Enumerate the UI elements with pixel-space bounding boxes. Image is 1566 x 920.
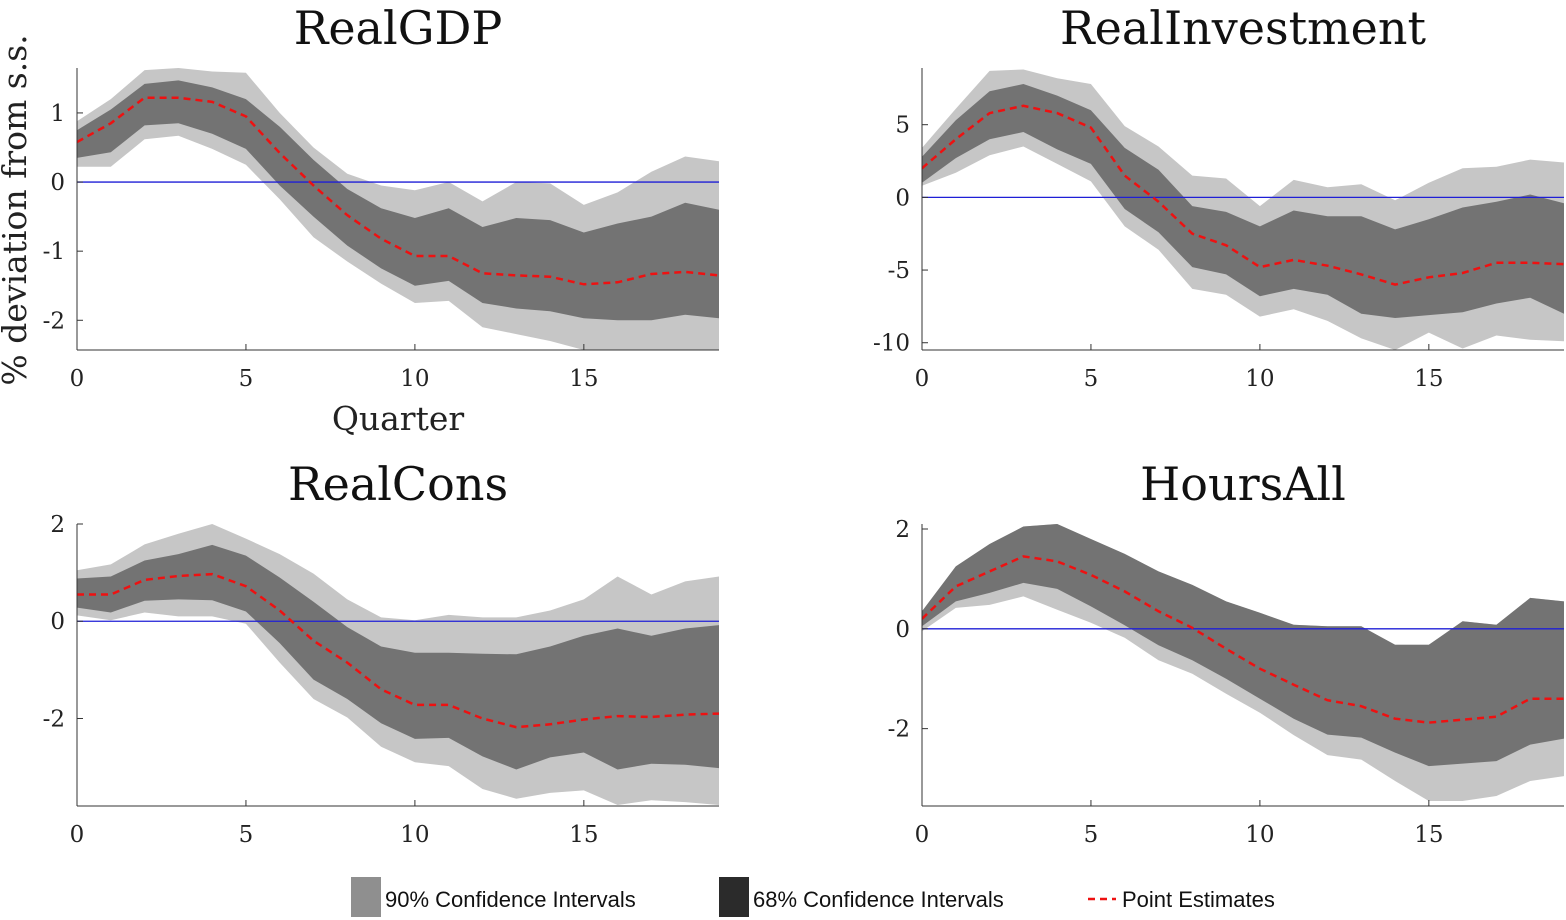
y-tick-label: 0 [50,609,65,635]
x-tick-label: 5 [239,366,254,392]
x-tick-label: 10 [1245,366,1274,392]
y-axis-label: % deviation from s.s. [0,34,34,385]
panel-title: RealGDP [294,1,503,55]
x-tick-label: 0 [915,822,930,848]
y-tick-label: 2 [50,512,65,538]
x-tick-label: 10 [400,366,429,392]
y-tick-label: -2 [888,717,910,743]
x-tick-label: 15 [1414,366,1443,392]
panel-realinvestment: 0 5 10 15 -10 -5 0 5 RealInvestment [873,1,1564,392]
panel-realgdp: 0 5 10 15 -2 -1 0 1 RealGDP [43,1,719,392]
point-estimate-line [922,104,1564,286]
band-68 [77,544,719,770]
point-estimate-line [77,96,719,286]
panel-realcons: 0 5 10 15 -2 0 2 RealCons [43,457,719,848]
y-tick-label: -10 [873,331,910,357]
y-tick-label: 1 [50,101,65,127]
y-tick-label: 0 [895,617,910,643]
legend: 90% Confidence Intervals 68% Confidence … [351,877,1275,917]
plot-area [922,69,1564,350]
x-tick-label: 10 [400,822,429,848]
x-tick-label: 10 [1245,822,1274,848]
x-tick-label: 5 [239,822,254,848]
y-tick-label: 0 [895,185,910,211]
point-estimate-line [922,555,1564,724]
x-tick-label: 0 [915,366,930,392]
point-estimate-line [77,572,719,729]
x-tick-label: 15 [1414,822,1443,848]
x-tick-label: 15 [569,822,598,848]
legend-swatch-68 [719,877,749,917]
band-68 [77,80,719,321]
plot-area [77,68,719,350]
x-axis-label: Quarter [332,399,465,438]
y-tick-label: -2 [43,308,65,334]
legend-label-point: Point Estimates [1122,887,1275,912]
band-68 [922,84,1564,318]
panel-hoursall: 0 5 10 15 -2 0 2 HoursAll [888,457,1564,848]
y-tick-label: -5 [888,258,910,284]
panel-title: RealCons [288,457,508,511]
x-tick-label: 0 [70,822,85,848]
x-tick-label: 15 [569,366,598,392]
legend-label-68: 68% Confidence Intervals [753,887,1004,912]
y-tick-label: 2 [895,517,910,543]
band-68 [922,524,1564,767]
plot-area [77,524,719,805]
legend-swatch-90 [351,877,381,917]
plot-area [922,524,1564,801]
legend-label-90: 90% Confidence Intervals [385,887,636,912]
x-tick-label: 0 [70,366,85,392]
y-tick-label: 5 [895,113,910,139]
y-tick-label: 0 [50,170,65,196]
x-tick-label: 5 [1084,366,1099,392]
y-tick-label: -1 [43,239,65,265]
panel-title: RealInvestment [1060,1,1427,55]
panel-title: HoursAll [1140,457,1346,511]
x-tick-label: 5 [1084,822,1099,848]
y-tick-label: -2 [43,706,65,732]
